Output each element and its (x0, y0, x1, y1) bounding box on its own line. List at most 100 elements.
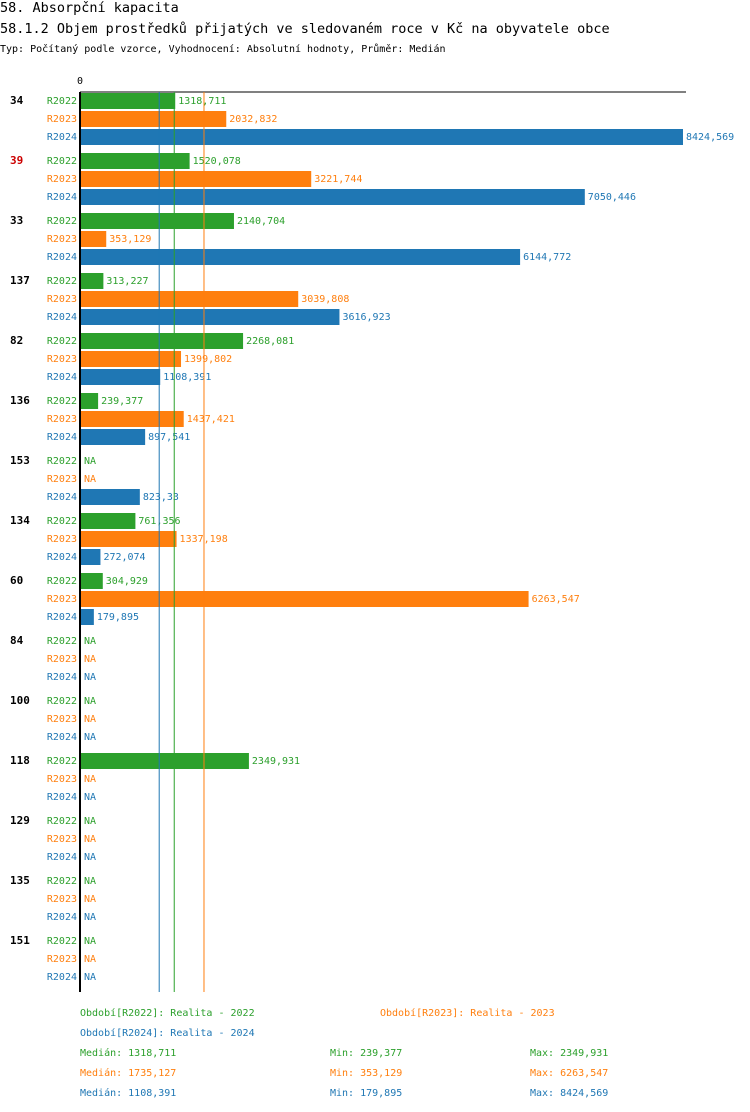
data-label-34-R2023: 2032,832 (229, 114, 277, 125)
data-label-137-R2022: 313,227 (106, 276, 148, 287)
na-label-100-R2022: NA (84, 696, 96, 707)
series-label-33-R2022: R2022 (47, 216, 77, 227)
series-label-118-R2024: R2024 (47, 792, 77, 803)
data-label-39-R2024: 7050,446 (588, 192, 636, 203)
na-label-135-R2022: NA (84, 876, 96, 887)
data-label-118-R2022: 2349,931 (252, 756, 300, 767)
bar-136-R2023 (81, 411, 184, 427)
data-label-136-R2024: 897,541 (148, 432, 190, 443)
series-label-34-R2024: R2024 (47, 132, 77, 143)
group-label-33: 33 (10, 214, 23, 227)
bar-136-R2024 (81, 429, 146, 445)
bar-82-R2023 (81, 351, 182, 367)
bar-153-R2024 (81, 489, 140, 505)
bar-136-R2022 (81, 393, 99, 409)
series-label-134-R2024: R2024 (47, 552, 77, 563)
series-label-100-R2022: R2022 (47, 696, 77, 707)
chart-subtitle: 58.1.2 Objem prostředků přijatých ve sle… (0, 21, 610, 37)
series-label-129-R2023: R2023 (47, 834, 77, 845)
series-label-137-R2023: R2023 (47, 294, 77, 305)
bar-33-R2023 (81, 231, 107, 247)
chart-meta: Typ: Počítaný podle vzorce, Vyhodnocení:… (0, 44, 446, 55)
max-r2024: Max: 8424,569 (530, 1088, 609, 1099)
data-label-136-R2023: 1437,421 (187, 414, 235, 425)
series-label-60-R2024: R2024 (47, 612, 77, 623)
na-label-84-R2022: NA (84, 636, 96, 647)
legend-r2023: Období[R2023]: Realita - 2023 (380, 1008, 555, 1019)
bar-39-R2023 (81, 171, 312, 187)
bar-34-R2023 (81, 111, 227, 127)
bar-39-R2022 (81, 153, 190, 169)
bar-34-R2024 (81, 129, 683, 145)
min-r2023: Min: 353,129 (330, 1068, 403, 1079)
series-label-39-R2022: R2022 (47, 156, 77, 167)
data-label-136-R2022: 239,377 (101, 396, 143, 407)
series-label-137-R2024: R2024 (47, 312, 77, 323)
series-label-135-R2023: R2023 (47, 894, 77, 905)
series-label-129-R2022: R2022 (47, 816, 77, 827)
group-label-39: 39 (10, 154, 23, 167)
series-label-118-R2023: R2023 (47, 774, 77, 785)
bar-60-R2022 (81, 573, 103, 589)
na-label-118-R2024: NA (84, 792, 96, 803)
data-label-134-R2024: 272,074 (103, 552, 145, 563)
series-label-118-R2022: R2022 (47, 756, 77, 767)
group-label-134: 134 (10, 514, 30, 527)
median-r2023: Medián: 1735,127 (80, 1068, 177, 1079)
series-label-60-R2022: R2022 (47, 576, 77, 587)
na-label-129-R2022: NA (84, 816, 96, 827)
na-label-100-R2024: NA (84, 732, 96, 743)
data-label-60-R2024: 179,895 (97, 612, 139, 623)
group-label-129: 129 (10, 814, 30, 827)
series-label-82-R2024: R2024 (47, 372, 77, 383)
bar-137-R2024 (81, 309, 340, 325)
group-label-136: 136 (10, 394, 30, 407)
series-label-33-R2023: R2023 (47, 234, 77, 245)
series-label-137-R2022: R2022 (47, 276, 77, 287)
min-r2022: Min: 239,377 (330, 1048, 403, 1059)
page-title: 58. Absorpční kapacita (0, 0, 179, 16)
na-label-118-R2023: NA (84, 774, 96, 785)
series-label-153-R2022: R2022 (47, 456, 77, 467)
series-label-134-R2022: R2022 (47, 516, 77, 527)
na-label-129-R2024: NA (84, 852, 96, 863)
bar-34-R2022 (81, 93, 176, 109)
group-label-100: 100 (10, 694, 30, 707)
na-label-151-R2024: NA (84, 972, 96, 983)
series-label-84-R2022: R2022 (47, 636, 77, 647)
series-label-84-R2024: R2024 (47, 672, 77, 683)
bar-134-R2022 (81, 513, 136, 529)
x-axis-zero-label: 0 (77, 76, 83, 87)
series-label-82-R2023: R2023 (47, 354, 77, 365)
na-label-135-R2024: NA (84, 912, 96, 923)
series-label-100-R2023: R2023 (47, 714, 77, 725)
data-label-153-R2024: 823,33 (143, 492, 179, 503)
series-label-136-R2023: R2023 (47, 414, 77, 425)
legend-r2022: Období[R2022]: Realita - 2022 (80, 1008, 255, 1019)
na-label-100-R2023: NA (84, 714, 96, 725)
series-label-151-R2024: R2024 (47, 972, 77, 983)
series-label-135-R2022: R2022 (47, 876, 77, 887)
group-label-84: 84 (10, 634, 24, 647)
data-label-33-R2022: 2140,704 (237, 216, 285, 227)
series-label-84-R2023: R2023 (47, 654, 77, 665)
na-label-151-R2022: NA (84, 936, 96, 947)
bar-39-R2024 (81, 189, 585, 205)
data-label-82-R2024: 1108,391 (163, 372, 211, 383)
bar-60-R2024 (81, 609, 94, 625)
group-label-153: 153 (10, 454, 30, 467)
series-label-151-R2023: R2023 (47, 954, 77, 965)
max-r2023: Max: 6263,547 (530, 1068, 609, 1079)
data-label-137-R2023: 3039,808 (301, 294, 349, 305)
na-label-153-R2022: NA (84, 456, 96, 467)
series-label-34-R2022: R2022 (47, 96, 77, 107)
bar-33-R2024 (81, 249, 521, 265)
group-label-118: 118 (10, 754, 30, 767)
data-label-60-R2022: 304,929 (106, 576, 148, 587)
series-label-129-R2024: R2024 (47, 852, 77, 863)
bar-134-R2024 (81, 549, 101, 565)
group-label-151: 151 (10, 934, 30, 947)
bar-60-R2023 (81, 591, 529, 607)
group-label-60: 60 (10, 574, 23, 587)
data-label-34-R2022: 1318,711 (178, 96, 226, 107)
